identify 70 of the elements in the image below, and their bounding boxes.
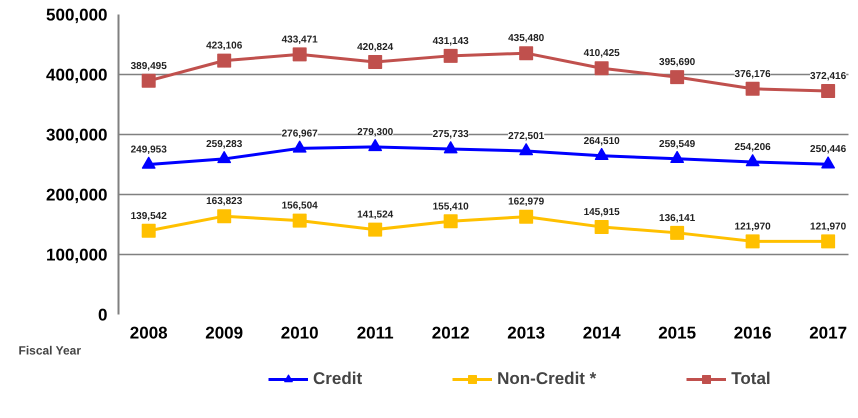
- y-tick-label: 300,000: [46, 126, 108, 144]
- point: [217, 209, 232, 224]
- x-tick-label: 2008: [130, 324, 168, 342]
- data-label: 420,824: [357, 42, 394, 54]
- data-label: 121,970: [734, 221, 772, 232]
- point: [142, 74, 156, 88]
- x-tick-label: 2014: [582, 324, 622, 342]
- x-tick-label: 2017: [809, 324, 848, 342]
- data-label: 156,504: [282, 200, 318, 212]
- data-label: 136,141: [659, 212, 696, 224]
- data-label: 264,510: [584, 136, 620, 147]
- point: [292, 214, 307, 228]
- point: [444, 48, 458, 63]
- y-tick-label: 200,000: [46, 186, 108, 204]
- data-label: 395,690: [659, 57, 696, 68]
- data-label: 250,446: [810, 144, 847, 156]
- point: [746, 82, 760, 96]
- point: [444, 214, 458, 228]
- legend-label: Credit: [313, 369, 362, 389]
- x-tick-label: 2015: [658, 324, 696, 342]
- point: [746, 234, 760, 248]
- point: [670, 70, 684, 84]
- x-tick-label: 2009: [205, 324, 244, 342]
- data-label: 121,970: [810, 221, 847, 232]
- data-label: 431,143: [432, 36, 470, 47]
- x-tick-label: 2010: [280, 324, 319, 342]
- data-label: 162,979: [508, 196, 545, 208]
- legend-label: Non-Credit *: [497, 369, 596, 389]
- point: [594, 220, 609, 234]
- point: [519, 46, 534, 60]
- x-tick-label: 2013: [507, 324, 546, 342]
- point: [519, 210, 534, 224]
- data-label: 276,967: [282, 128, 318, 140]
- y-tick-label: 400,000: [46, 66, 108, 84]
- data-label: 272,501: [508, 131, 545, 142]
- x-tick-label: 2016: [734, 324, 772, 342]
- point: [368, 55, 382, 70]
- point: [594, 61, 609, 76]
- data-label: 249,953: [130, 144, 168, 156]
- data-label: 423,106: [206, 40, 243, 52]
- point: [821, 234, 836, 248]
- data-label: 254,206: [734, 142, 772, 153]
- data-label: 279,300: [357, 126, 394, 138]
- y-tick-label: 100,000: [46, 246, 108, 264]
- y-tick-label: 500,000: [46, 6, 108, 24]
- data-label: 372,416: [810, 71, 847, 82]
- legend-label: Total: [731, 369, 771, 389]
- data-label: 410,425: [584, 48, 620, 60]
- point: [368, 222, 382, 237]
- data-label: 163,823: [206, 196, 243, 208]
- data-label: 139,542: [130, 210, 168, 222]
- point: [292, 47, 307, 62]
- data-label: 433,471: [282, 34, 318, 46]
- x-tick-label: 2012: [432, 324, 470, 342]
- data-label: 389,495: [130, 60, 168, 72]
- point: [142, 224, 156, 238]
- data-label: 145,915: [584, 206, 620, 218]
- y-tick-label: 0: [98, 306, 108, 324]
- data-label: 155,410: [432, 201, 470, 212]
- point: [217, 54, 232, 68]
- data-label: 435,480: [508, 33, 545, 44]
- data-label: 376,176: [734, 68, 772, 80]
- x-axis-title: Fiscal Year: [18, 344, 82, 358]
- data-label: 259,283: [206, 138, 243, 150]
- x-tick-label: 2011: [356, 324, 394, 342]
- point: [821, 84, 836, 98]
- data-label: 141,524: [357, 210, 394, 221]
- point: [670, 226, 684, 240]
- data-label: 275,733: [432, 129, 470, 140]
- data-label: 259,549: [659, 138, 696, 150]
